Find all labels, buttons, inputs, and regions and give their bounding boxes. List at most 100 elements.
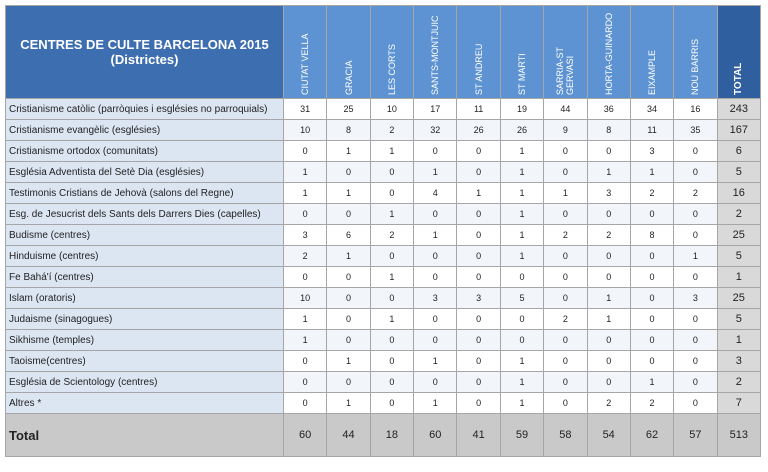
cell: 25 xyxy=(716,287,762,309)
cell: 2 xyxy=(543,224,588,246)
data-row: Sikhisme (temples) 1 0 0 0 0 0 0 0 0 0 1 xyxy=(5,329,762,351)
cell: 8 xyxy=(629,224,675,246)
cell: 7 xyxy=(716,392,762,414)
cell: 0 xyxy=(673,203,718,225)
data-row: Altres * 0 1 0 1 0 1 0 2 2 0 7 xyxy=(5,392,762,414)
cell: 4 xyxy=(413,182,458,204)
cell: 5 xyxy=(716,308,762,330)
cell: 1 xyxy=(282,182,328,204)
title-cell: CENTRES DE CULTE BARCELONA 2015 (District… xyxy=(5,5,284,99)
cell: 2 xyxy=(716,203,762,225)
cell: 0 xyxy=(586,371,631,393)
cell: 11 xyxy=(456,98,501,120)
row-label: Cristianisme ortodox (comunitats) xyxy=(5,140,284,162)
cell: 0 xyxy=(499,266,545,288)
cell: 19 xyxy=(499,98,545,120)
cell: 0 xyxy=(586,329,631,351)
row-label: Cristianisme catòlic (parròquies i esglé… xyxy=(5,98,284,120)
cell: 3 xyxy=(413,287,458,309)
row-label: Taoisme(centres) xyxy=(5,350,284,372)
data-row: Cristianisme ortodox (comunitats) 0 1 1 0 0 1 0… xyxy=(5,140,762,162)
cell: 1 xyxy=(499,392,545,414)
data-row: Judaisme (sinagogues) 1 0 1 0 0 0 2 1 0 0 5 xyxy=(5,308,762,330)
cell: 1 xyxy=(586,287,631,309)
cell: 0 xyxy=(543,161,588,183)
cell: 0 xyxy=(586,245,631,267)
cell: 0 xyxy=(413,140,458,162)
cell: 0 xyxy=(413,371,458,393)
cell: 1 xyxy=(282,308,328,330)
cell: 3 xyxy=(456,287,501,309)
cell: 1 xyxy=(413,224,458,246)
cell: 0 xyxy=(456,224,501,246)
cell: 0 xyxy=(543,371,588,393)
cell: 0 xyxy=(673,371,718,393)
cell: 3 xyxy=(629,140,675,162)
cell: 16 xyxy=(716,182,762,204)
column-label: TOTAL xyxy=(733,62,745,95)
cell: 31 xyxy=(282,98,328,120)
cell: 0 xyxy=(369,350,415,372)
cell: 1 xyxy=(282,161,328,183)
cell: 0 xyxy=(326,266,371,288)
cell: 18 xyxy=(369,413,415,457)
cell: 0 xyxy=(413,329,458,351)
cell: 0 xyxy=(456,329,501,351)
cell: 0 xyxy=(326,287,371,309)
cell: 0 xyxy=(369,161,415,183)
cell: 1 xyxy=(369,203,415,225)
cell: 0 xyxy=(456,203,501,225)
cell: 0 xyxy=(456,350,501,372)
cell: 0 xyxy=(413,308,458,330)
cell: 0 xyxy=(413,266,458,288)
cell: 0 xyxy=(586,203,631,225)
cell: 2 xyxy=(629,182,675,204)
column-header: NOU BARRIS xyxy=(673,5,718,99)
cell: 1 xyxy=(673,245,718,267)
data-row: Taoisme(centres) 0 1 0 1 0 1 0 0 0 0 3 xyxy=(5,350,762,372)
cell: 10 xyxy=(282,287,328,309)
cell: 1 xyxy=(499,140,545,162)
cell: 0 xyxy=(673,392,718,414)
cell: 1 xyxy=(413,161,458,183)
column-header: ST ANDREU xyxy=(456,5,501,99)
cell: 0 xyxy=(282,203,328,225)
data-row: Esg. de Jesucrist dels Sants dels Darrer… xyxy=(5,203,762,225)
cell: 0 xyxy=(456,140,501,162)
column-label: ST ANDREU xyxy=(473,43,484,95)
total-row: Total 60 44 18 60 41 59 58 54 62 57 513 xyxy=(5,413,762,457)
cell: 25 xyxy=(716,224,762,246)
column-header: GRACIA xyxy=(326,5,371,99)
cell: 16 xyxy=(673,98,718,120)
cell: 0 xyxy=(629,329,675,351)
cell: 0 xyxy=(543,203,588,225)
cell: 1 xyxy=(716,329,762,351)
row-label: Esg. de Jesucrist dels Sants dels Darrer… xyxy=(5,203,284,225)
row-label: Budisme (centres) xyxy=(5,224,284,246)
cell: 0 xyxy=(543,329,588,351)
column-label: NOU BARRIS xyxy=(690,38,701,95)
cell: 0 xyxy=(629,245,675,267)
row-label: Fe Bahá'í (centres) xyxy=(5,266,284,288)
cell: 11 xyxy=(629,119,675,141)
cell: 26 xyxy=(456,119,501,141)
cell: 1 xyxy=(716,266,762,288)
cell: 1 xyxy=(543,182,588,204)
table-body: Cristianisme catòlic (parròquies i esglé… xyxy=(5,98,762,457)
cell: 0 xyxy=(413,203,458,225)
cell: 0 xyxy=(673,161,718,183)
cell: 0 xyxy=(369,392,415,414)
data-row: Testimonis Cristians de Jehovà (salons d… xyxy=(5,182,762,204)
column-header: ST MARTI xyxy=(499,5,545,99)
cell: 2 xyxy=(586,224,631,246)
cell: 35 xyxy=(673,119,718,141)
cell: 32 xyxy=(413,119,458,141)
cell: 0 xyxy=(673,224,718,246)
cell: 0 xyxy=(369,287,415,309)
row-label: Cristianisme evangèlic (esglésies) xyxy=(5,119,284,141)
cell: 9 xyxy=(543,119,588,141)
cell: 2 xyxy=(629,392,675,414)
cell: 0 xyxy=(499,329,545,351)
cell: 243 xyxy=(716,98,762,120)
